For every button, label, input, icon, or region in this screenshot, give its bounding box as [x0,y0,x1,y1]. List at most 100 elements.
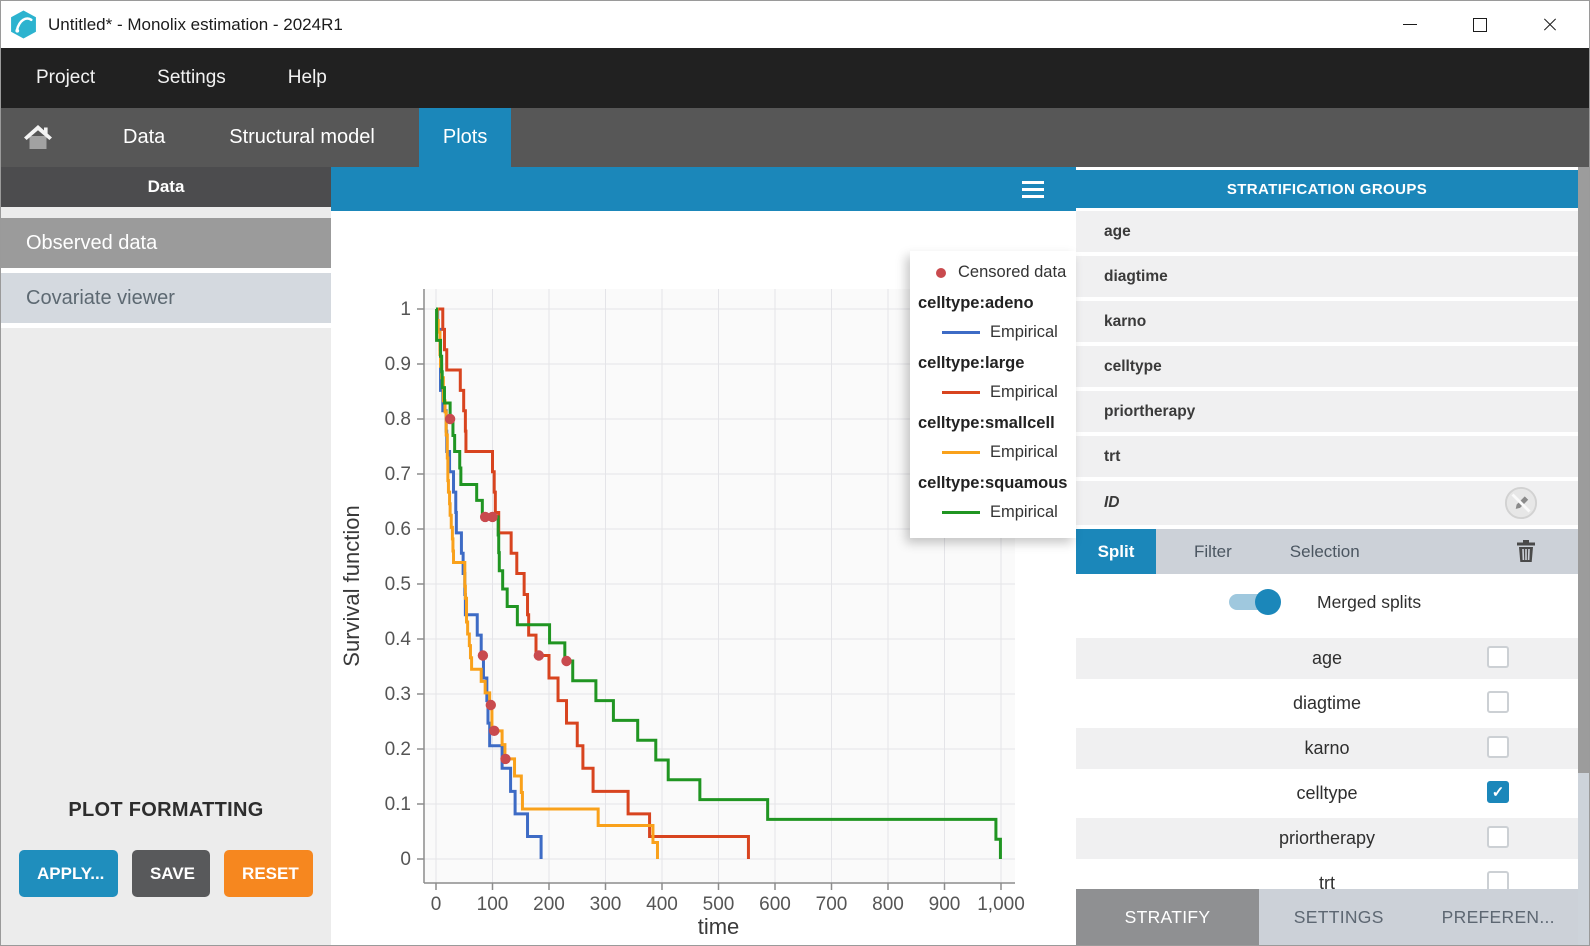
checkbox-karno[interactable] [1487,736,1509,758]
covariate-label: celltype [1296,783,1358,803]
stratification-panel: STRATIFICATION GROUPS age diagtime karno ce… [1076,167,1578,945]
legend-group-title: celltype:adeno [918,294,1034,312]
svg-text:0: 0 [400,849,411,870]
nav-tabs: Data Structural model Plots [81,108,512,167]
legend-censored-entry: Censored data [910,263,1076,282]
legend-series-label: Empirical [990,443,1058,461]
split-covariate-row-diagtime[interactable]: diagtime [1076,683,1578,724]
preferen-button[interactable]: PREFEREN... [1418,889,1578,945]
reset-button[interactable]: RESET [224,850,313,897]
plot-formatting-title: PLOT FORMATTING [68,799,264,821]
svg-text:100: 100 [477,894,509,915]
checkbox-diagtime[interactable] [1487,691,1509,713]
window-title: Untitled* - Monolix estimation - 2024R1 [48,14,343,34]
plot-body: 0 0.1 0.2 0.3 0.4 0.5 0.6 0.7 0.8 0.9 1 0 100 200 300 4… [331,211,1076,945]
save-button[interactable]: SAVE [131,850,211,897]
trash-icon[interactable] [1516,540,1536,562]
stratification-footer: STRATIFY SETTINGS PREFEREN... [1076,889,1578,945]
strat-tab-selection[interactable]: Selection [1289,541,1360,561]
sidebar-header: Data [1,167,331,207]
censored-dot-icon [936,267,946,278]
legend-group-title: celltype:smallcell [918,414,1055,432]
tab-plots[interactable]: Plots [418,108,512,167]
merged-splits-label: Merged splits [1317,591,1422,612]
menu-item-settings[interactable]: Settings [157,67,226,88]
tab-data[interactable]: Data [123,126,166,148]
sidebar-items: Observed data Covariate viewer [1,207,331,328]
checkbox-priortherapy[interactable] [1487,826,1509,848]
svg-text:200: 200 [533,894,565,915]
svg-text:time: time [698,914,740,939]
stratification-group-celltype[interactable]: celltype [1076,346,1578,387]
svg-text:1: 1 [400,299,411,320]
legend-group-title: celltype:squamous [918,474,1068,492]
legend-series-entry: Empirical [910,383,1076,402]
merged-splits-toggle[interactable] [1229,589,1281,615]
stratification-tabs: Split Filter Selection [1076,529,1578,574]
menu-item-project[interactable]: Project [36,67,96,88]
legend-group-title: celltype:large [918,354,1025,372]
svg-text:0.1: 0.1 [385,794,411,815]
svg-text:0.7: 0.7 [385,464,411,485]
strat-tab-filter[interactable]: Filter [1194,541,1232,561]
id-label: ID [1104,494,1120,511]
stratification-group-age[interactable]: age [1076,211,1578,252]
split-covariate-row-priortherapy[interactable]: priortherapy [1076,818,1578,859]
vertical-scrollbar[interactable] [1578,167,1589,945]
stratification-body: age diagtime karno celltype priortherapy trt … [1076,211,1578,889]
legend-series-label: Empirical [990,323,1058,341]
apply-button[interactable]: APPLY... [19,850,118,897]
checkbox-trt[interactable] [1487,871,1509,889]
split-covariate-row-celltype[interactable]: celltype ✓ [1076,773,1578,814]
no-edit-icon[interactable] [1504,486,1538,520]
split-covariate-row-trt[interactable]: trt [1076,863,1578,889]
covariate-label: diagtime [1292,693,1362,713]
covariate-label: trt [1319,873,1335,889]
stratification-groups: age diagtime karno celltype priortherapy trt [1076,211,1578,477]
split-covariate-row-karno[interactable]: karno [1076,728,1578,769]
home-tab[interactable] [21,108,55,167]
scrollbar-thumb[interactable] [1578,167,1589,773]
plot-legend: Censored data celltype:adeno Empirical cell… [910,251,1076,538]
strat-tab-split[interactable]: Split [1076,529,1156,574]
svg-text:0.4: 0.4 [385,629,412,650]
sidebar-item-covariate-viewer[interactable]: Covariate viewer [1,273,331,328]
tab-structural-model[interactable]: Structural model [229,126,375,148]
toggle-knob [1255,589,1281,615]
svg-text:500: 500 [703,894,735,915]
split-covariate-row-age[interactable]: age [1076,638,1578,679]
covariate-label: karno [1304,738,1350,758]
stratification-group-diagtime[interactable]: diagtime [1076,256,1578,297]
menu-item-help[interactable]: Help [287,67,327,88]
monolix-logo-icon [11,10,36,39]
stratification-group-id[interactable]: ID [1076,481,1578,525]
svg-text:1,000: 1,000 [977,894,1025,915]
stratification-group-priortherapy[interactable]: priortherapy [1076,391,1578,432]
plot-formatting-section: PLOT FORMATTING APPLY... SAVE RESET [1,799,331,897]
sidebar-item-observed-data[interactable]: Observed data [1,218,331,273]
svg-text:0.2: 0.2 [385,739,411,760]
close-button[interactable] [1533,8,1567,42]
merged-splits-row: Merged splits [1076,574,1578,630]
plot-formatting-buttons: APPLY... SAVE RESET [1,850,331,897]
covariate-label: priortherapy [1278,828,1376,848]
minimize-button[interactable] [1393,8,1427,42]
svg-text:0: 0 [431,894,442,915]
plot-header [331,167,1076,211]
stratification-group-karno[interactable]: karno [1076,301,1578,342]
stratify-button[interactable]: STRATIFY [1076,889,1259,945]
settings-button[interactable]: SETTINGS [1259,889,1419,945]
tabstrip: Data Structural model Plots [1,108,1589,167]
legend-series-label: Empirical [990,383,1058,401]
plot-menu-button[interactable] [1022,181,1044,202]
line-swatch-icon [942,330,980,335]
svg-text:300: 300 [590,894,622,915]
stratification-group-trt[interactable]: trt [1076,436,1578,477]
svg-text:800: 800 [872,894,904,915]
checkbox-celltype[interactable]: ✓ [1487,781,1509,803]
minimize-icon [1403,24,1417,25]
maximize-button[interactable] [1463,8,1497,42]
checkbox-age[interactable] [1487,646,1509,668]
svg-text:0.3: 0.3 [385,684,411,705]
